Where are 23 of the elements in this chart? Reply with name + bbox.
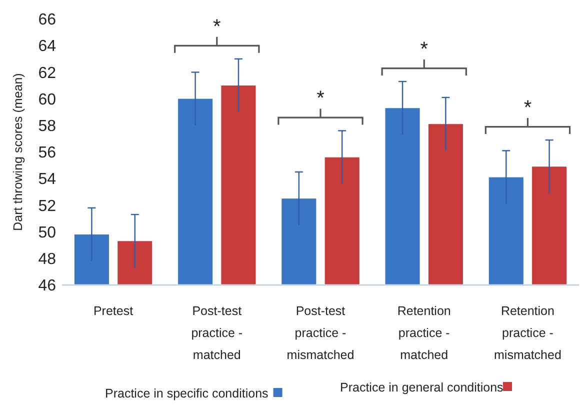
annotation: * [212, 16, 221, 38]
x-tick-label: Retention practice - mismatched [494, 304, 562, 362]
annotation: * [420, 38, 428, 61]
y-tick-label: 66 [38, 12, 56, 29]
x-tick-label: Post-test practice - mismatched [286, 304, 354, 362]
y-tick-label: 48 [38, 251, 56, 268]
y-tick-label: 62 [38, 64, 56, 82]
x-tick-label: Retention practice - matched [397, 304, 451, 362]
annotation: * [316, 88, 325, 110]
y-tick-label: 64 [38, 38, 56, 56]
y-tick-label: 52 [38, 198, 56, 215]
y-tick-label: 46 [38, 278, 56, 295]
y-tick-label: 50 [38, 224, 56, 242]
x-tick-label: Post-test practice - matched [191, 304, 243, 362]
legend-label: Practice in specific conditions [105, 386, 268, 400]
y-tick-label: 54 [38, 171, 56, 188]
legend-label: Practice in general conditions [340, 380, 504, 394]
x-tick-label: Pretest [93, 304, 134, 318]
y-tick-label: 58 [38, 118, 56, 135]
annotation: * [524, 97, 532, 120]
y-axis-title: Dart throwing scores (mean) [11, 73, 25, 231]
y-tick-label: 56 [38, 144, 56, 162]
y-tick-label: 60 [38, 91, 56, 108]
